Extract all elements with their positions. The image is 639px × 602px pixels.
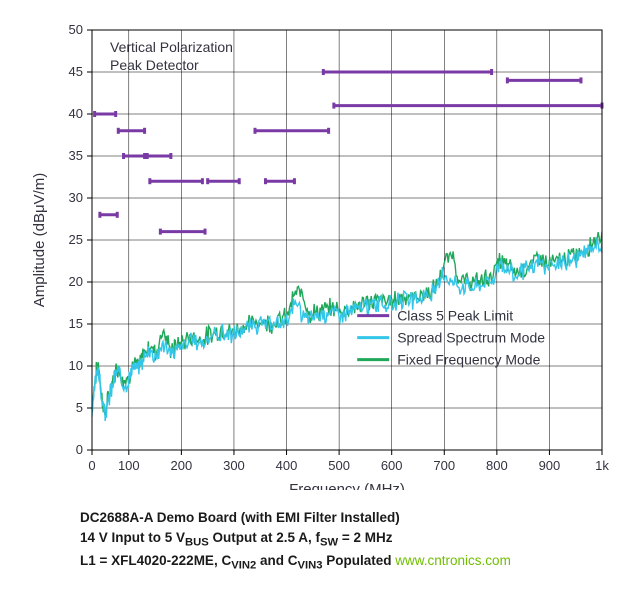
tick-label-x: 1k	[595, 458, 609, 473]
tick-label-x: 700	[433, 458, 455, 473]
tick-label-y: 15	[69, 316, 83, 331]
tick-label-y: 30	[69, 190, 83, 205]
emi-chart: 0 100 200 300 400 500 600 700 800 900 1k 0 5 10 15 20 25…	[20, 20, 620, 490]
tick-label-x: 200	[171, 458, 193, 473]
caption-line-1: DC2688A-A Demo Board (with EMI Filter In…	[80, 508, 620, 528]
legend-label: Class 5 Peak Limit	[397, 308, 513, 324]
chart-container: 0 100 200 300 400 500 600 700 800 900 1k 0 5 10 15 20 25…	[20, 20, 620, 574]
legend-label: Spread Spectrum Mode	[397, 330, 545, 346]
x-axis-label: Frequency (MHz)	[289, 481, 405, 490]
annotation-line: Peak Detector	[110, 57, 199, 73]
tick-label-y: 25	[69, 232, 83, 247]
tick-label-x: 800	[486, 458, 508, 473]
tick-label-x: 100	[118, 458, 140, 473]
tick-label-y: 40	[69, 106, 83, 121]
y-axis-label: Amplitude (dBμV/m)	[31, 173, 48, 308]
watermark: www.cntronics.com	[395, 553, 511, 568]
tick-label-x: 500	[328, 458, 350, 473]
tick-label-y: 10	[69, 358, 83, 373]
tick-label-x: 0	[88, 458, 95, 473]
tick-label-x: 400	[276, 458, 298, 473]
caption-line-3: L1 = XFL4020-222ME, CVIN2 and CVIN3 Popu…	[80, 551, 620, 574]
tick-label-y: 35	[69, 148, 83, 163]
tick-label-x: 600	[381, 458, 403, 473]
tick-label-y: 20	[69, 274, 83, 289]
tick-label-y: 0	[76, 442, 83, 457]
tick-label-y: 50	[69, 22, 83, 37]
tick-label-x: 300	[223, 458, 245, 473]
tick-label-y: 5	[76, 400, 83, 415]
caption-line-2: 14 V Input to 5 VBUS Output at 2.5 A, fS…	[80, 528, 620, 551]
annotation-line: Vertical Polarization	[110, 39, 233, 55]
tick-label-x: 900	[539, 458, 561, 473]
caption-block: DC2688A-A Demo Board (with EMI Filter In…	[80, 508, 620, 574]
tick-label-y: 45	[69, 64, 83, 79]
legend-label: Fixed Frequency Mode	[397, 352, 540, 368]
